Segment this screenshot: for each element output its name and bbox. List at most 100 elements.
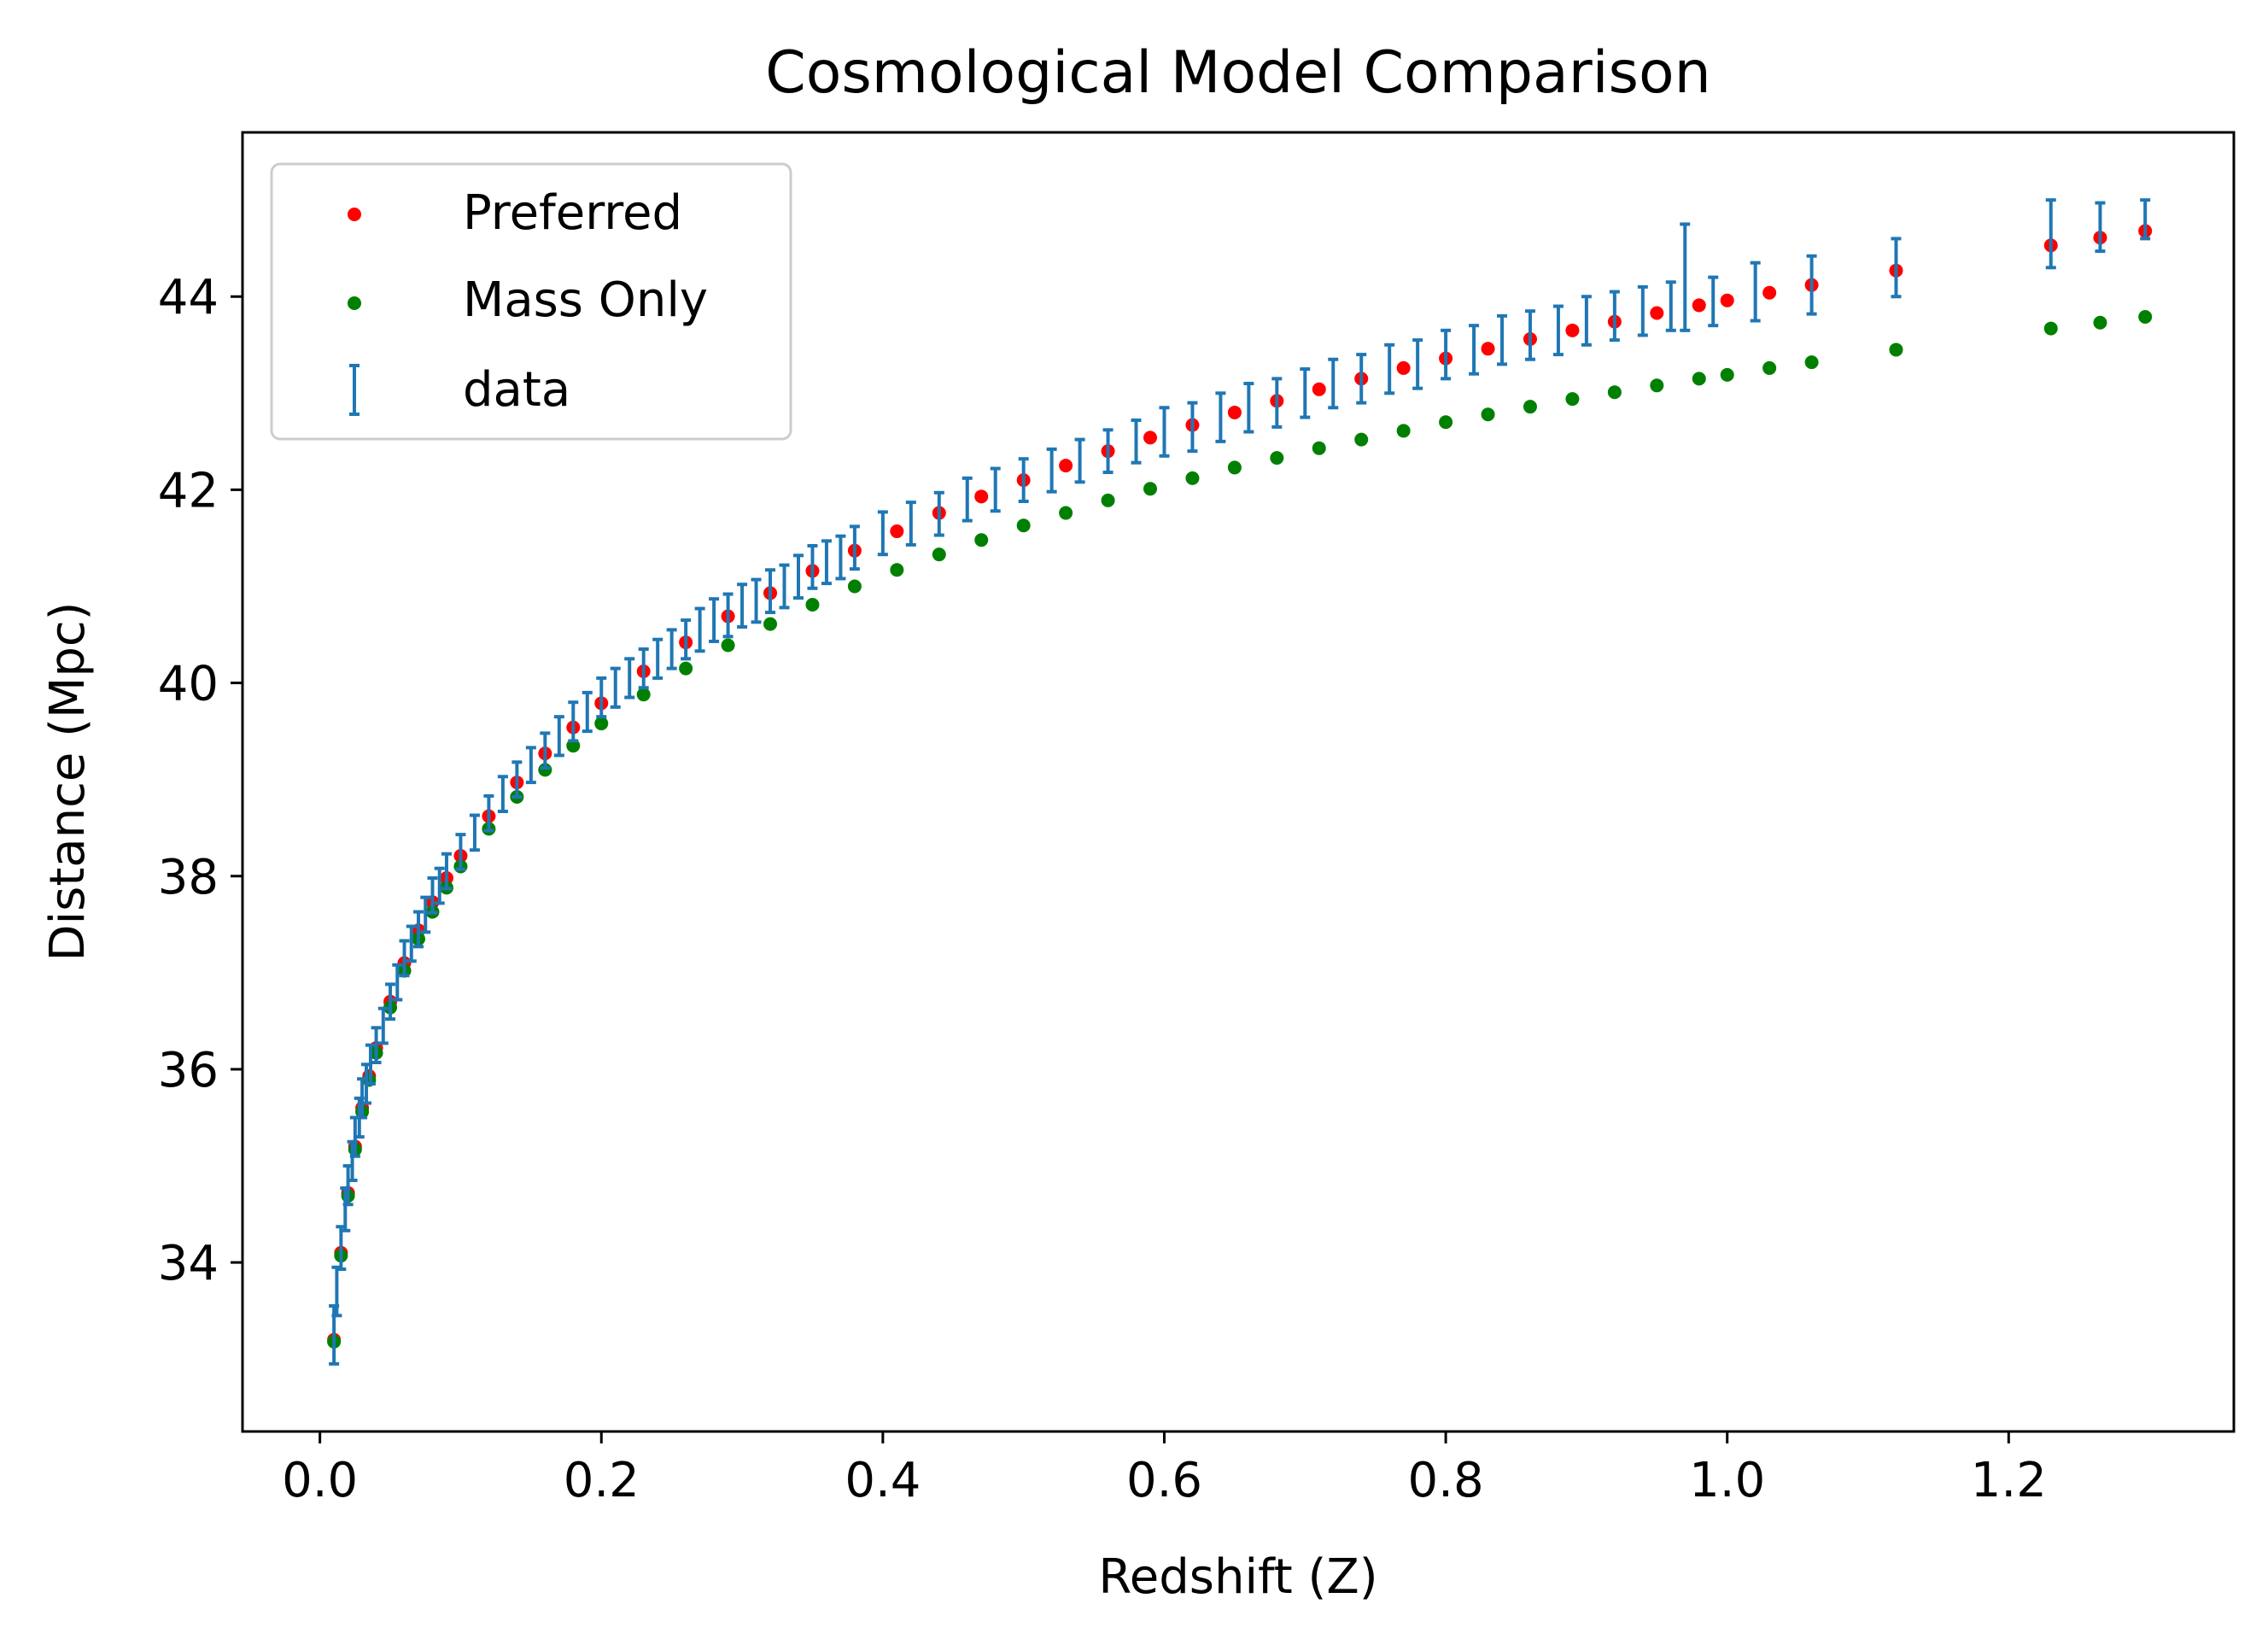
preferred-point bbox=[1762, 285, 1777, 300]
data-errorbar bbox=[1441, 328, 1452, 381]
mass-only-point bbox=[1565, 392, 1580, 407]
data-errorbar bbox=[1046, 447, 1057, 494]
mass-only-point bbox=[1101, 493, 1115, 507]
data-errorbar bbox=[807, 544, 818, 590]
mass-only-point bbox=[1650, 378, 1664, 393]
data-errorbar bbox=[2140, 198, 2151, 241]
mass-only-point bbox=[679, 661, 693, 676]
legend-label-preferred: Preferred bbox=[463, 185, 682, 241]
x-tick-label: 1.2 bbox=[1971, 1453, 2047, 1508]
preferred-point bbox=[1143, 430, 1157, 445]
mass-only-point bbox=[1804, 355, 1819, 370]
preferred-point bbox=[1650, 306, 1664, 320]
data-errorbar bbox=[413, 910, 424, 949]
x-tick-label: 0.0 bbox=[282, 1453, 358, 1508]
data-errorbar bbox=[737, 582, 748, 629]
mass-only-point bbox=[1439, 415, 1453, 430]
preferred-point bbox=[1720, 293, 1734, 307]
x-tick-label: 1.0 bbox=[1689, 1453, 1765, 1508]
data-errorbar bbox=[427, 876, 438, 915]
preferred-point bbox=[1565, 323, 1580, 337]
data-errorbar bbox=[497, 775, 508, 813]
data-errorbar bbox=[1412, 338, 1423, 390]
mass-only-point bbox=[721, 638, 735, 653]
data-errorbar bbox=[511, 760, 523, 799]
data-errorbar bbox=[990, 466, 1001, 513]
mass-only-point bbox=[805, 597, 820, 612]
data-errorbar bbox=[1750, 261, 1761, 323]
preferred-point bbox=[1059, 459, 1073, 473]
data-errorbar bbox=[1356, 353, 1367, 405]
data-errorbar bbox=[1187, 401, 1198, 454]
chart-title: Cosmological Model Comparison bbox=[765, 39, 1710, 107]
data-errorbar bbox=[483, 793, 494, 833]
series-data bbox=[329, 198, 2151, 1366]
data-errorbar bbox=[1018, 457, 1029, 503]
data-errorbar bbox=[455, 833, 466, 871]
data-errorbar bbox=[1552, 304, 1564, 357]
data-errorbar bbox=[1074, 437, 1085, 484]
mass-only-point bbox=[1889, 342, 1903, 357]
data-errorbar bbox=[962, 476, 973, 523]
data-errorbar bbox=[849, 524, 860, 571]
legend-marker-mass-only bbox=[348, 296, 361, 310]
legend-label-data: data bbox=[463, 362, 570, 418]
preferred-point bbox=[1312, 382, 1326, 396]
data-errorbar bbox=[1708, 275, 1719, 328]
preferred-point bbox=[890, 524, 904, 539]
data-errorbar bbox=[792, 553, 804, 600]
data-errorbar bbox=[624, 657, 635, 700]
data-errorbar bbox=[392, 963, 403, 1002]
mass-only-point bbox=[1185, 471, 1200, 485]
preferred-point bbox=[1481, 342, 1495, 356]
y-tick-label: 34 bbox=[158, 1236, 219, 1291]
data-errorbar bbox=[1891, 237, 1902, 299]
mass-only-point bbox=[1481, 407, 1495, 422]
data-errorbar bbox=[582, 690, 593, 734]
mass-only-point bbox=[1762, 360, 1777, 375]
mass-only-point bbox=[1607, 385, 1622, 400]
data-errorbar bbox=[371, 1026, 382, 1065]
x-tick-label: 0.6 bbox=[1126, 1453, 1202, 1508]
x-axis-label: Redshift (Z) bbox=[1098, 1549, 1377, 1605]
data-errorbar bbox=[722, 592, 734, 639]
y-tick-label: 36 bbox=[158, 1043, 219, 1098]
data-errorbar bbox=[1131, 418, 1142, 465]
data-errorbar bbox=[1215, 391, 1226, 443]
mass-only-point bbox=[2043, 321, 2058, 336]
legend-marker-preferred bbox=[348, 208, 361, 221]
data-errorbar bbox=[1300, 367, 1311, 419]
mass-only-point bbox=[1354, 432, 1369, 447]
mass-only-point bbox=[594, 717, 609, 731]
preferred-point bbox=[1227, 405, 1242, 419]
y-axis-label: Distance (Mpc) bbox=[40, 601, 96, 961]
y-axis: 34 36 38 40 42 44 bbox=[158, 270, 243, 1291]
data-errorbar bbox=[1680, 222, 1691, 332]
data-errorbar bbox=[441, 852, 452, 891]
y-tick-label: 40 bbox=[158, 657, 219, 712]
x-tick-label: 0.4 bbox=[845, 1453, 921, 1508]
data-errorbar bbox=[420, 895, 431, 934]
data-errorbar bbox=[1665, 280, 1676, 332]
data-errorbar bbox=[652, 637, 663, 680]
mass-only-point bbox=[1523, 400, 1537, 414]
data-errorbar bbox=[1637, 284, 1648, 337]
data-errorbar bbox=[638, 647, 649, 690]
mass-only-point bbox=[1059, 506, 1073, 520]
mass-only-point bbox=[1692, 372, 1706, 386]
mass-only-point bbox=[2093, 315, 2107, 330]
data-errorbar bbox=[709, 597, 720, 643]
y-tick-label: 42 bbox=[158, 463, 219, 518]
x-tick-label: 0.2 bbox=[564, 1453, 640, 1508]
preferred-point bbox=[1396, 360, 1411, 375]
y-tick-label: 44 bbox=[158, 270, 219, 325]
data-errorbar bbox=[1328, 357, 1339, 410]
mass-only-point bbox=[1312, 441, 1326, 455]
data-errorbar bbox=[568, 700, 579, 743]
legend-box bbox=[270, 162, 792, 441]
data-errorbar bbox=[553, 715, 564, 758]
data-errorbar bbox=[399, 939, 410, 978]
legend-label-mass-only: Mass Only bbox=[463, 272, 708, 328]
